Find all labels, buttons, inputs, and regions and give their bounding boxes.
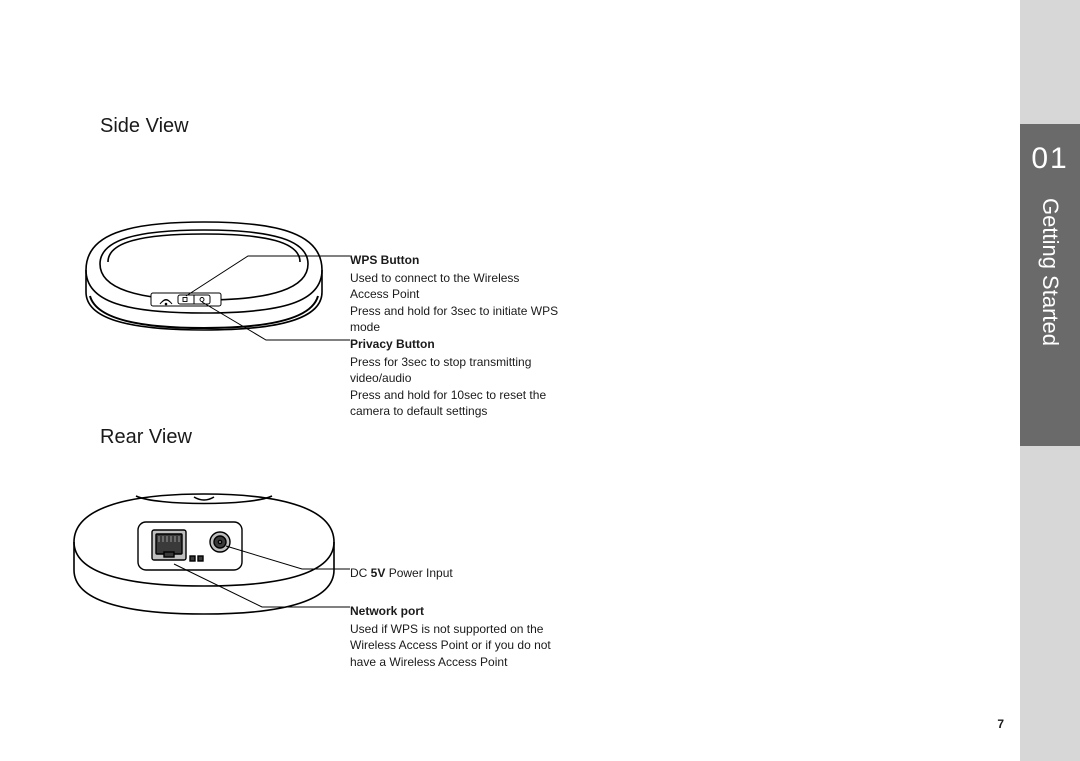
wps-line2: Press and hold for 3sec to initiate WPS …	[350, 304, 558, 334]
chapter-number: 01	[1020, 142, 1080, 176]
chapter-title: Getting Started	[1020, 192, 1080, 432]
privacy-button-callout: Privacy Button Press for 3sec to stop tr…	[350, 336, 560, 419]
wps-button-callout: WPS Button Used to connect to the Wirele…	[350, 252, 560, 335]
dc5v-callout: DC 5V Power Input	[350, 565, 453, 581]
side-view-heading: Side View	[100, 115, 189, 138]
network-line1: Used if WPS is not supported on the Wire…	[350, 622, 551, 668]
network-label: Network port	[350, 603, 560, 619]
page-number: 7	[997, 717, 1004, 731]
side-view-diagram	[66, 210, 341, 360]
network-port-callout: Network port Used if WPS is not supporte…	[350, 603, 560, 670]
dc5v-bold: 5V	[371, 566, 386, 580]
rear-view-heading: Rear View	[100, 426, 192, 449]
wps-line1: Used to connect to the Wireless Access P…	[350, 271, 519, 301]
rear-view-diagram	[66, 484, 341, 659]
sidebar-chapter-tab: 01 Getting Started	[1020, 124, 1080, 446]
privacy-line2: Press and hold for 10sec to reset the ca…	[350, 388, 546, 418]
manual-page: 01 Getting Started Side View Rear View	[0, 0, 1080, 761]
dc5v-suffix: Power Input	[385, 566, 452, 580]
wps-label: WPS Button	[350, 252, 560, 268]
privacy-label: Privacy Button	[350, 336, 560, 352]
dc5v-prefix: DC	[350, 566, 371, 580]
privacy-line1: Press for 3sec to stop transmitting vide…	[350, 355, 531, 385]
